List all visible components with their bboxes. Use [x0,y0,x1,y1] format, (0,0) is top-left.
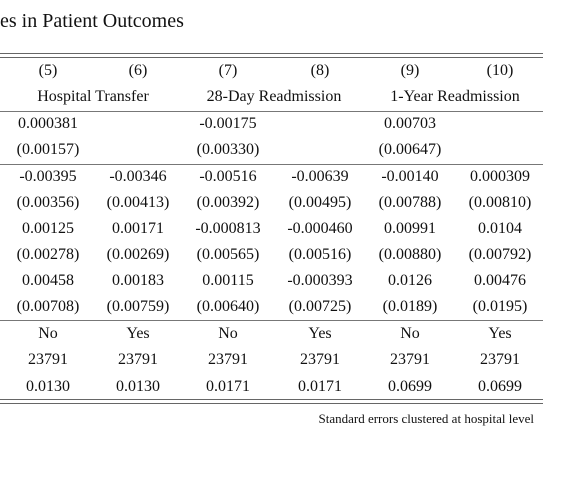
table-cell: 0.000309 [470,168,530,185]
table-cell: (0.0195) [472,298,528,315]
column-header: (6) [128,62,148,79]
table-cell: (0.00880) [378,246,442,263]
table-cell: (0.00495) [288,194,352,211]
table-cell: -0.00516 [199,168,257,185]
table-cell: 0.00991 [384,220,436,237]
table-cell: 0.0171 [298,378,342,395]
table-cell: 0.00703 [384,115,436,132]
column-header: (7) [218,62,238,79]
table-cell: -0.000813 [195,220,261,237]
table-cell: -0.000393 [287,272,353,289]
table-cell: (0.00269) [106,246,170,263]
bottom-rule [0,399,543,400]
table-cell: (0.00708) [16,298,80,315]
table-cell: Yes [308,325,332,342]
table-title: es in Patient Outcomes [0,10,184,32]
table-cell: 0.0130 [26,378,70,395]
column-header: (8) [310,62,330,79]
table-cell: 0.0130 [116,378,160,395]
column-header: (9) [400,62,420,79]
column-header: (10) [486,62,514,79]
table-cell: 23791 [118,351,158,368]
table-cell: (0.00157) [16,141,80,158]
table-cell: (0.00565) [196,246,260,263]
table-note: Standard errors clustered at hospital le… [318,411,534,426]
section-rule [0,164,543,165]
table-cell: (0.00725) [288,298,352,315]
table-cell: 0.00171 [112,220,164,237]
bottom-rule-2 [0,403,543,404]
table-cell: 23791 [208,351,248,368]
table-cell: 0.00183 [112,272,164,289]
table-cell: -0.00395 [19,168,77,185]
table-cell: (0.00759) [106,298,170,315]
table-cell: Yes [126,325,150,342]
table-cell: 0.0699 [478,378,522,395]
table-cell: -0.00639 [291,168,349,185]
table-cell: (0.00810) [468,194,532,211]
table-cell: (0.00516) [288,246,352,263]
table-cell: (0.00413) [106,194,170,211]
table-cell: (0.00330) [196,141,260,158]
table-cell: -0.00140 [381,168,439,185]
table-cell: 0.00115 [202,272,254,289]
table-cell: 0.00458 [22,272,74,289]
top-rule [0,53,543,54]
table-cell: (0.00356) [16,194,80,211]
group-label: 28-Day Readmission [206,88,342,105]
table-cell: (0.00392) [196,194,260,211]
table-cell: Yes [488,325,512,342]
table-cell: No [218,325,238,342]
table-cell: 23791 [390,351,430,368]
table-cell: 0.00476 [474,272,526,289]
table-cell: -0.00346 [109,168,167,185]
table-cell: 0.0126 [388,272,432,289]
table-cell: No [38,325,58,342]
table-cell: 0.00125 [22,220,74,237]
table-cell: (0.00792) [468,246,532,263]
table-cell: 23791 [28,351,68,368]
header-rule [0,111,543,112]
table-cell: (0.0189) [382,298,438,315]
table-cell: 0.000381 [18,115,78,132]
table-cell: (0.00788) [378,194,442,211]
table-cell: -0.00175 [199,115,257,132]
group-label: 1-Year Readmission [390,88,520,105]
table-cell: 0.0104 [478,220,522,237]
table-cell: (0.00647) [378,141,442,158]
group-label: Hospital Transfer [37,88,149,105]
table-cell: 0.0699 [388,378,432,395]
table-cell: 0.0171 [206,378,250,395]
column-header: (5) [38,62,58,79]
table-cell: 23791 [480,351,520,368]
section-rule [0,320,543,321]
table-cell: 23791 [300,351,340,368]
table-cell: -0.000460 [287,220,353,237]
top-rule-2 [0,57,543,58]
table-cell: (0.00278) [16,246,80,263]
table-cell: (0.00640) [196,298,260,315]
table-cell: No [400,325,420,342]
